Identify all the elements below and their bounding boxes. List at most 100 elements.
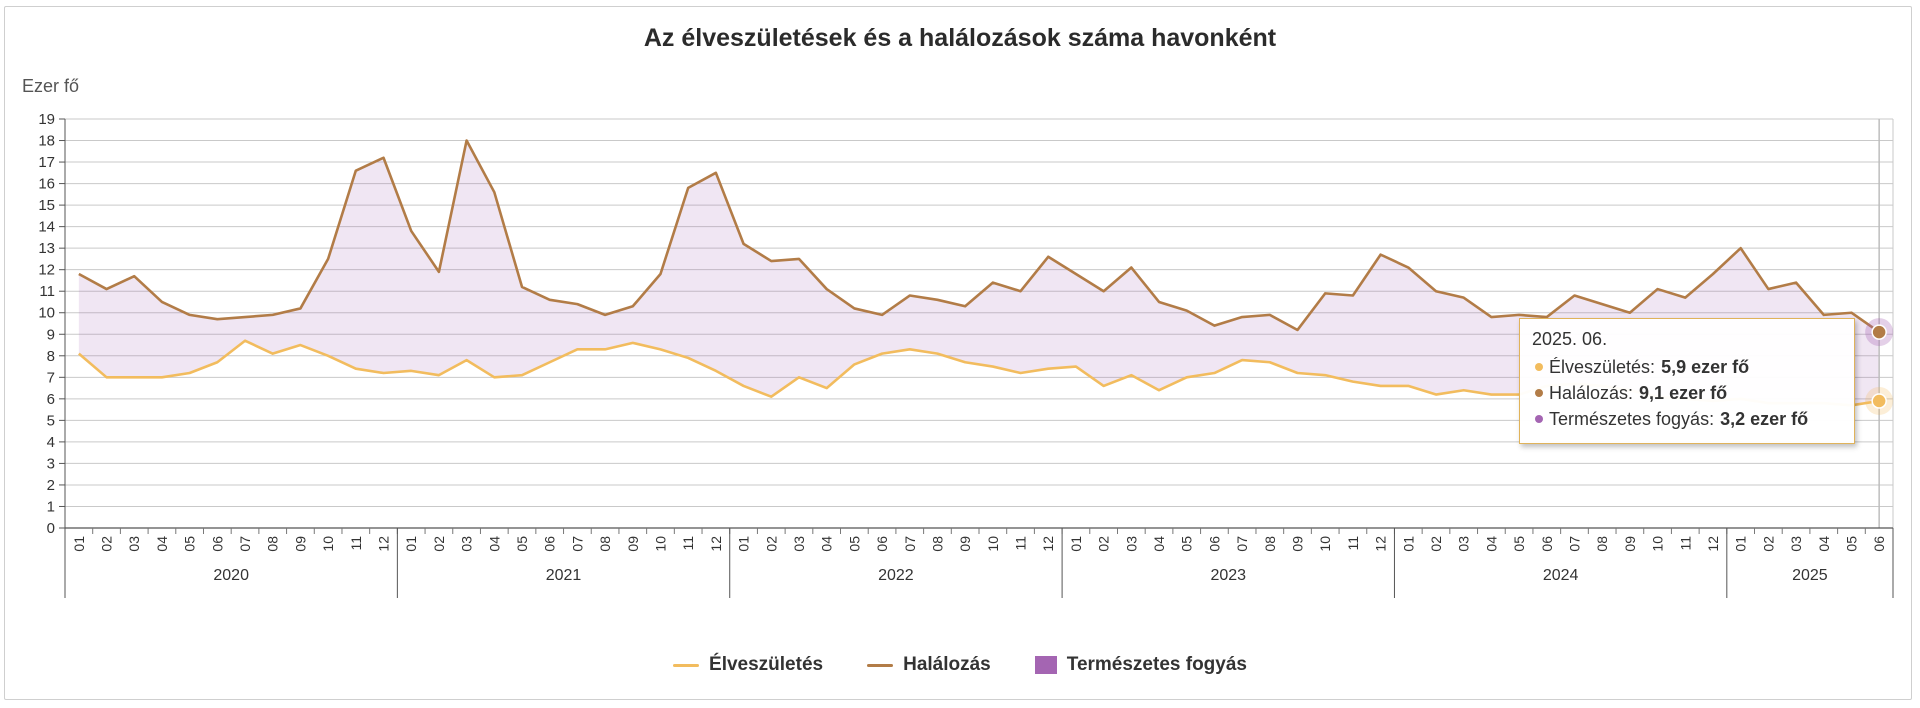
x-month-label: 01 [1400,536,1416,552]
tooltip-row-deaths: Halálozás: 9,1 ezer fő [1532,380,1842,406]
x-month-label: 09 [1622,536,1638,552]
legend-item-deaths[interactable]: Halálozás [867,654,991,676]
tooltip-value: 5,9 ezer fő [1661,356,1750,377]
x-month-label: 12 [376,536,392,552]
y-tick-label: 10 [38,305,55,322]
x-year-label: 2024 [1543,567,1579,584]
x-month-label: 04 [1151,536,1167,552]
x-month-label: 10 [652,536,668,552]
x-month-label: 07 [902,536,918,552]
x-month-label: 08 [929,536,945,552]
tooltip-label: Halálozás: [1549,382,1634,403]
y-tick-label: 8 [47,348,55,365]
x-month-label: 06 [209,536,225,552]
y-tick-label: 4 [47,434,55,451]
tooltip-label: Élveszületés: [1549,356,1656,377]
legend-label: Élveszületés [709,654,824,675]
x-month-label: 06 [874,536,890,552]
x-month-label: 02 [1428,536,1444,552]
deaths-line [78,139,1880,334]
y-tick-label: 9 [47,326,55,343]
x-month-label: 02 [763,536,779,552]
x-month-label: 05 [182,536,198,552]
tooltip-value: 3,2 ezer fő [1720,408,1809,429]
x-month-label: 07 [569,536,585,552]
x-month-label: 04 [486,536,502,552]
x-month-label: 04 [1483,536,1499,552]
legend-label: Halálozás [903,654,991,675]
x-month-label: 02 [99,536,115,552]
y-axis-unit-label: Ezer fő [22,76,80,96]
x-month-label: 04 [1816,536,1832,552]
x-year-label: 2021 [546,567,582,584]
x-month-label: 04 [154,536,170,552]
x-month-label: 01 [1068,536,1084,552]
natural-decline-area [78,140,1880,406]
x-month-label: 06 [1539,536,1555,552]
x-month-label: 08 [1262,536,1278,552]
x-month-label: 10 [1317,536,1333,552]
x-month-label: 09 [1290,536,1306,552]
x-year-label: 2022 [878,567,914,584]
y-tick-label: 14 [38,219,55,236]
y-tick-label: 17 [38,154,55,171]
x-month-label: 03 [1788,536,1804,552]
x-month-label: 03 [459,536,475,552]
x-month-label: 11 [1013,536,1029,551]
x-month-label: 07 [1234,536,1250,552]
y-tick-label: 19 [38,111,55,128]
y-tick-label: 13 [38,240,55,257]
legend: Élveszületés Halálozás Természetes fogyá… [0,654,1920,676]
x-month-label: 08 [265,536,281,552]
y-tick-label: 6 [47,391,55,408]
y-tick-label: 7 [47,369,55,386]
tooltip-date: 2025. 06. [1532,329,1608,349]
tooltip-row-births: Élveszületés: 5,9 ezer fő [1532,354,1842,380]
x-month-label: 05 [1179,536,1195,552]
legend-item-natural-decline[interactable]: Természetes fogyás [1034,654,1247,676]
y-tick-label: 15 [38,197,55,214]
bullet-icon [1535,363,1543,371]
legend-line-swatch [673,663,700,667]
y-tick-label: 18 [38,133,55,150]
x-month-label: 03 [1456,536,1472,552]
x-month-label: 11 [1345,536,1361,551]
y-tick-label: 0 [47,520,55,537]
hover-tooltip: 2025. 06. Élveszületés: 5,9 ezer fő Halá… [1519,318,1855,444]
x-month-label: 01 [1733,536,1749,552]
x-month-label: 05 [1511,536,1527,552]
legend-item-births[interactable]: Élveszületés [673,654,823,676]
x-month-label: 01 [403,536,419,552]
x-month-label: 08 [597,536,613,552]
x-month-label: 04 [819,536,835,552]
chart-title: Az élveszületések és a halálozások száma… [643,24,1277,52]
x-month-label: 09 [957,536,973,552]
x-month-label: 09 [625,536,641,552]
bullet-icon [1535,415,1543,423]
y-tick-label: 11 [39,283,55,300]
hover-point-births [1871,393,1887,409]
x-month-label: 01 [736,536,752,552]
x-month-label: 08 [1594,536,1610,552]
x-month-label: 12 [1373,536,1389,552]
y-tick-label: 2 [47,477,55,494]
x-month-label: 06 [1206,536,1222,552]
x-month-label: 07 [237,536,253,552]
tooltip-row-natural-decline: Természetes fogyás: 3,2 ezer fő [1532,406,1842,432]
x-month-label: 03 [791,536,807,552]
x-month-label: 10 [1650,536,1666,552]
x-month-label: 03 [1123,536,1139,552]
x-month-label: 02 [1760,536,1776,552]
x-year-label: 2023 [1210,567,1246,584]
x-year-label: 2025 [1792,567,1828,584]
y-tick-label: 16 [38,176,55,193]
hover-point-deaths [1871,324,1887,340]
x-month-label: 10 [320,536,336,552]
x-month-label: 03 [126,536,142,552]
x-month-label: 12 [708,536,724,552]
tooltip-label: Természetes fogyás: [1549,408,1715,429]
x-month-label: 11 [1677,536,1693,551]
x-month-label: 11 [680,536,696,551]
x-month-label: 01 [71,536,87,552]
x-month-label: 11 [348,536,364,551]
